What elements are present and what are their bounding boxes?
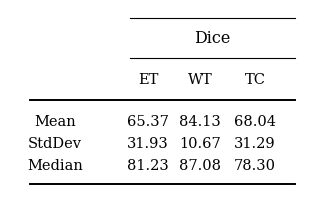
Text: 10.67: 10.67 xyxy=(179,137,221,151)
Text: TC: TC xyxy=(245,73,266,87)
Text: 68.04: 68.04 xyxy=(234,115,276,129)
Text: 31.93: 31.93 xyxy=(127,137,169,151)
Text: StdDev: StdDev xyxy=(28,137,82,151)
Text: Median: Median xyxy=(27,159,83,173)
Text: 81.23: 81.23 xyxy=(127,159,169,173)
Text: 65.37: 65.37 xyxy=(127,115,169,129)
Text: ET: ET xyxy=(138,73,158,87)
Text: Dice: Dice xyxy=(194,30,231,47)
Text: WT: WT xyxy=(188,73,212,87)
Text: 31.29: 31.29 xyxy=(234,137,276,151)
Text: Mean: Mean xyxy=(34,115,76,129)
Text: 78.30: 78.30 xyxy=(234,159,276,173)
Text: 84.13: 84.13 xyxy=(179,115,221,129)
Text: 87.08: 87.08 xyxy=(179,159,221,173)
